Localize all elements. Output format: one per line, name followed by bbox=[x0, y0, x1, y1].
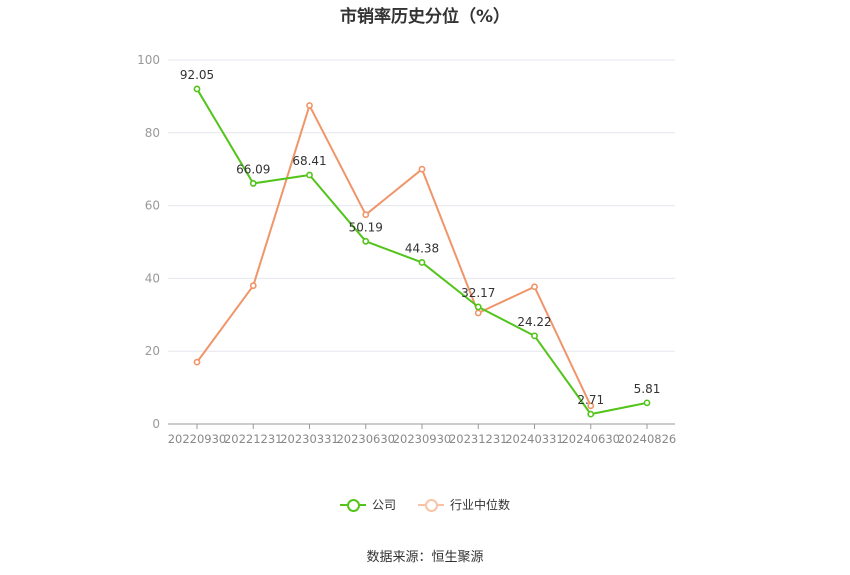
data-point-industry-median bbox=[531, 283, 538, 291]
data-point-company bbox=[643, 399, 651, 407]
data-point-industry-median bbox=[249, 282, 257, 290]
data-point-company bbox=[193, 85, 201, 93]
data-point-industry-median bbox=[474, 309, 482, 317]
data-point-industry-median bbox=[587, 402, 595, 410]
y-tick-label: 40 bbox=[145, 271, 160, 285]
x-tick-label: 20240630 bbox=[561, 432, 620, 446]
data-label: 32.17 bbox=[461, 286, 495, 300]
x-tick-label: 20240331 bbox=[505, 432, 564, 446]
legend: 公司 行业中位数 bbox=[0, 496, 850, 513]
x-tick-label: 20220930 bbox=[168, 432, 227, 446]
y-tick-label: 0 bbox=[152, 417, 160, 431]
legend-label-company: 公司 bbox=[371, 498, 396, 512]
data-label: 68.41 bbox=[292, 154, 326, 168]
x-tick-label: 20230331 bbox=[280, 432, 339, 446]
data-label: 50.19 bbox=[349, 220, 383, 234]
x-tick-label: 20240826 bbox=[618, 432, 677, 446]
data-point-industry-median bbox=[306, 102, 313, 109]
legend-swatch-industry-median bbox=[418, 498, 444, 512]
data-point-company bbox=[249, 180, 257, 187]
legend-swatch-company bbox=[339, 498, 366, 512]
x-tick-label: 20231231 bbox=[449, 432, 508, 446]
data-source: 数据来源：恒生聚源 bbox=[366, 550, 484, 565]
y-tick-label: 100 bbox=[137, 53, 160, 67]
chart-title: 市销率历史分位（%） bbox=[339, 7, 511, 27]
data-label: 24.22 bbox=[517, 315, 551, 329]
y-tick-label: 80 bbox=[145, 126, 160, 140]
legend-item-company[interactable]: 公司 bbox=[339, 496, 396, 513]
data-label: 92.05 bbox=[180, 68, 214, 82]
x-tick-label: 20230930 bbox=[393, 432, 452, 446]
series bbox=[193, 85, 651, 418]
data-label: 66.09 bbox=[236, 162, 270, 176]
data-point-company bbox=[531, 332, 538, 340]
axes: 0204060801002022093020221231202303312023… bbox=[137, 53, 676, 446]
data-point-company bbox=[362, 237, 370, 245]
data-point-company bbox=[306, 171, 313, 179]
data-point-industry-median bbox=[418, 165, 426, 173]
legend-label-industry-median: 行业中位数 bbox=[450, 498, 511, 512]
x-tick-label: 20221231 bbox=[224, 432, 283, 446]
x-tick-label: 20230630 bbox=[336, 432, 395, 446]
y-tick-label: 20 bbox=[145, 344, 160, 358]
y-tick-label: 60 bbox=[145, 199, 160, 213]
data-point-industry-median bbox=[362, 211, 370, 219]
grid-lines bbox=[168, 59, 675, 352]
series-line-industry-median bbox=[196, 104, 592, 407]
data-label: 5.81 bbox=[634, 382, 661, 396]
data-point-company bbox=[474, 303, 482, 311]
data-point-company bbox=[587, 410, 595, 418]
data-label: 44.38 bbox=[405, 241, 439, 255]
data-labels: 92.05 66.09 68.41 50.19 44.38 32.17 24.22 2.71 5… bbox=[180, 68, 661, 407]
data-label: 2.71 bbox=[577, 393, 604, 407]
data-point-company bbox=[418, 259, 426, 266]
legend-item-industry-median[interactable]: 行业中位数 bbox=[418, 496, 510, 513]
data-point-industry-median bbox=[193, 358, 201, 366]
